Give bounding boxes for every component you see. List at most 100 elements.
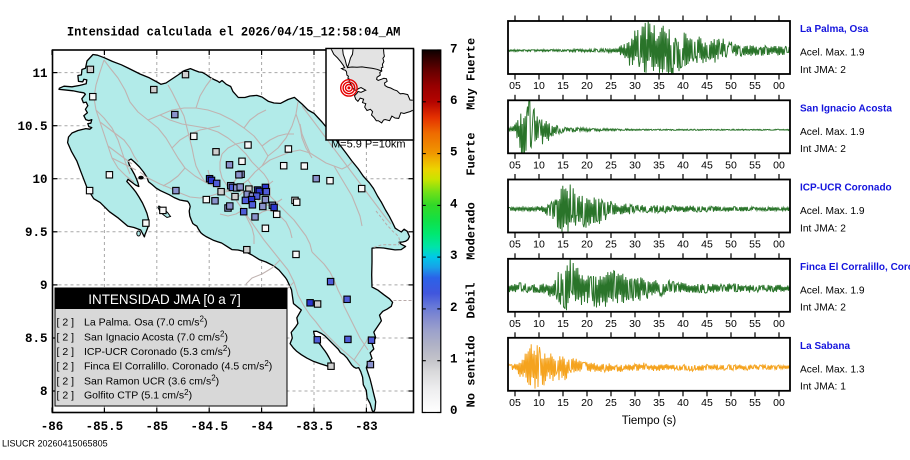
svg-text:00: 00	[773, 397, 785, 409]
svg-text:Fuerte: Fuerte	[465, 132, 479, 175]
svg-text:9: 9	[40, 279, 48, 293]
svg-text:Acel. Max. 1.9: Acel. Max. 1.9	[800, 127, 865, 138]
svg-text:-84.5: -84.5	[190, 420, 228, 434]
svg-text:[ 2 ]: [ 2 ]	[57, 361, 75, 373]
svg-text:LISUCR 20260415065805: LISUCR 20260415065805	[2, 439, 108, 449]
svg-text:[ 2 ]: [ 2 ]	[57, 346, 75, 358]
svg-text:9.5: 9.5	[25, 226, 48, 240]
svg-text:11: 11	[32, 67, 47, 81]
svg-text:10: 10	[32, 173, 47, 187]
svg-text:San Ignacio Acosta (7.0 cm/s2): San Ignacio Acosta (7.0 cm/s2)	[84, 330, 228, 344]
svg-text:Muy Fuerte: Muy Fuerte	[465, 38, 479, 110]
svg-text:40: 40	[677, 239, 689, 251]
svg-text:20: 20	[581, 397, 593, 409]
svg-text:35: 35	[653, 80, 665, 92]
svg-text:30: 30	[629, 239, 641, 251]
svg-text:Golfito CTP (5.1 cm/s2): Golfito CTP (5.1 cm/s2)	[84, 388, 192, 402]
svg-text:05: 05	[509, 80, 521, 92]
svg-text:40: 40	[677, 80, 689, 92]
svg-text:30: 30	[629, 80, 641, 92]
svg-text:20: 20	[581, 318, 593, 330]
svg-text:05: 05	[509, 397, 521, 409]
svg-text:35: 35	[653, 159, 665, 171]
svg-text:[ 2 ]: [ 2 ]	[57, 331, 75, 343]
svg-text:35: 35	[653, 239, 665, 251]
svg-text:45: 45	[701, 397, 713, 409]
svg-text:50: 50	[725, 318, 737, 330]
svg-text:35: 35	[653, 318, 665, 330]
svg-text:25: 25	[605, 239, 617, 251]
svg-text:-85: -85	[146, 420, 169, 434]
svg-text:45: 45	[701, 159, 713, 171]
svg-text:Int JMA: 2: Int JMA: 2	[800, 144, 846, 155]
svg-text:Acel. Max. 1.9: Acel. Max. 1.9	[800, 206, 865, 217]
svg-text:Tiempo (s): Tiempo (s)	[622, 415, 677, 427]
svg-text:3: 3	[450, 249, 458, 263]
svg-text:15: 15	[557, 239, 569, 251]
svg-text:10: 10	[533, 80, 545, 92]
svg-text:45: 45	[701, 80, 713, 92]
svg-text:Intensidad calculada el 2026/0: Intensidad calculada el 2026/04/15_12:58…	[67, 25, 401, 39]
svg-text:-84: -84	[250, 420, 273, 434]
svg-text:40: 40	[677, 397, 689, 409]
svg-text:ICP-UCR Coronado: ICP-UCR Coronado	[800, 183, 892, 194]
svg-text:No sentido: No sentido	[465, 335, 479, 407]
svg-text:35: 35	[653, 397, 665, 409]
svg-text:Int JMA: 1: Int JMA: 1	[800, 382, 846, 393]
svg-text:Moderado: Moderado	[465, 202, 479, 260]
svg-text:[ 2 ]: [ 2 ]	[57, 390, 75, 402]
svg-text:25: 25	[605, 80, 617, 92]
svg-text:La Palma, Osa: La Palma, Osa	[800, 24, 869, 35]
svg-text:15: 15	[557, 159, 569, 171]
svg-text:55: 55	[749, 80, 761, 92]
svg-text:5: 5	[450, 146, 458, 160]
svg-text:Int JMA: 2: Int JMA: 2	[800, 223, 846, 234]
svg-text:-83.5: -83.5	[295, 420, 333, 434]
svg-text:25: 25	[605, 397, 617, 409]
svg-text:50: 50	[725, 159, 737, 171]
svg-text:00: 00	[773, 318, 785, 330]
svg-text:INTENSIDAD JMA [0 a 7]: INTENSIDAD JMA [0 a 7]	[88, 291, 241, 307]
svg-text:00: 00	[773, 159, 785, 171]
svg-text:-86: -86	[41, 420, 64, 434]
svg-text:15: 15	[557, 397, 569, 409]
svg-text:-85.5: -85.5	[86, 420, 124, 434]
svg-text:1: 1	[450, 353, 458, 367]
svg-text:San Ignacio Acosta: San Ignacio Acosta	[800, 104, 892, 115]
svg-text:Acel. Max. 1.9: Acel. Max. 1.9	[800, 48, 865, 59]
svg-text:55: 55	[749, 397, 761, 409]
svg-text:45: 45	[701, 239, 713, 251]
svg-text:15: 15	[557, 318, 569, 330]
svg-text:25: 25	[605, 159, 617, 171]
svg-text:Acel. Max. 1.9: Acel. Max. 1.9	[800, 285, 865, 296]
svg-text:30: 30	[629, 159, 641, 171]
svg-text:05: 05	[509, 318, 521, 330]
svg-text:10: 10	[533, 318, 545, 330]
svg-text:[ 2 ]: [ 2 ]	[57, 317, 75, 329]
svg-text:20: 20	[581, 239, 593, 251]
svg-text:ICP-UCR Coronado (5.3 cm/s2): ICP-UCR Coronado (5.3 cm/s2)	[84, 344, 231, 358]
svg-text:Int JMA: 2: Int JMA: 2	[800, 303, 846, 314]
svg-text:10: 10	[533, 239, 545, 251]
svg-text:8: 8	[40, 385, 48, 399]
svg-text:4: 4	[450, 197, 458, 211]
svg-text:40: 40	[677, 318, 689, 330]
svg-text:55: 55	[749, 239, 761, 251]
svg-text:00: 00	[773, 239, 785, 251]
svg-text:30: 30	[629, 318, 641, 330]
svg-text:[ 2 ]: [ 2 ]	[57, 375, 75, 387]
svg-text:Finca El Corralillo. Coronado: Finca El Corralillo. Coronado (4.5 cm/s2…	[84, 359, 272, 373]
svg-text:25: 25	[605, 318, 617, 330]
svg-text:San Ramon UCR (3.6 cm/s2): San Ramon UCR (3.6 cm/s2)	[84, 374, 219, 388]
svg-text:10: 10	[533, 397, 545, 409]
svg-text:30: 30	[629, 397, 641, 409]
svg-text:10: 10	[533, 159, 545, 171]
svg-text:15: 15	[557, 80, 569, 92]
svg-text:05: 05	[509, 159, 521, 171]
svg-text:20: 20	[581, 80, 593, 92]
svg-text:8.5: 8.5	[25, 332, 48, 346]
svg-text:0: 0	[450, 404, 458, 418]
svg-text:50: 50	[725, 397, 737, 409]
svg-text:50: 50	[725, 80, 737, 92]
svg-text:50: 50	[725, 239, 737, 251]
